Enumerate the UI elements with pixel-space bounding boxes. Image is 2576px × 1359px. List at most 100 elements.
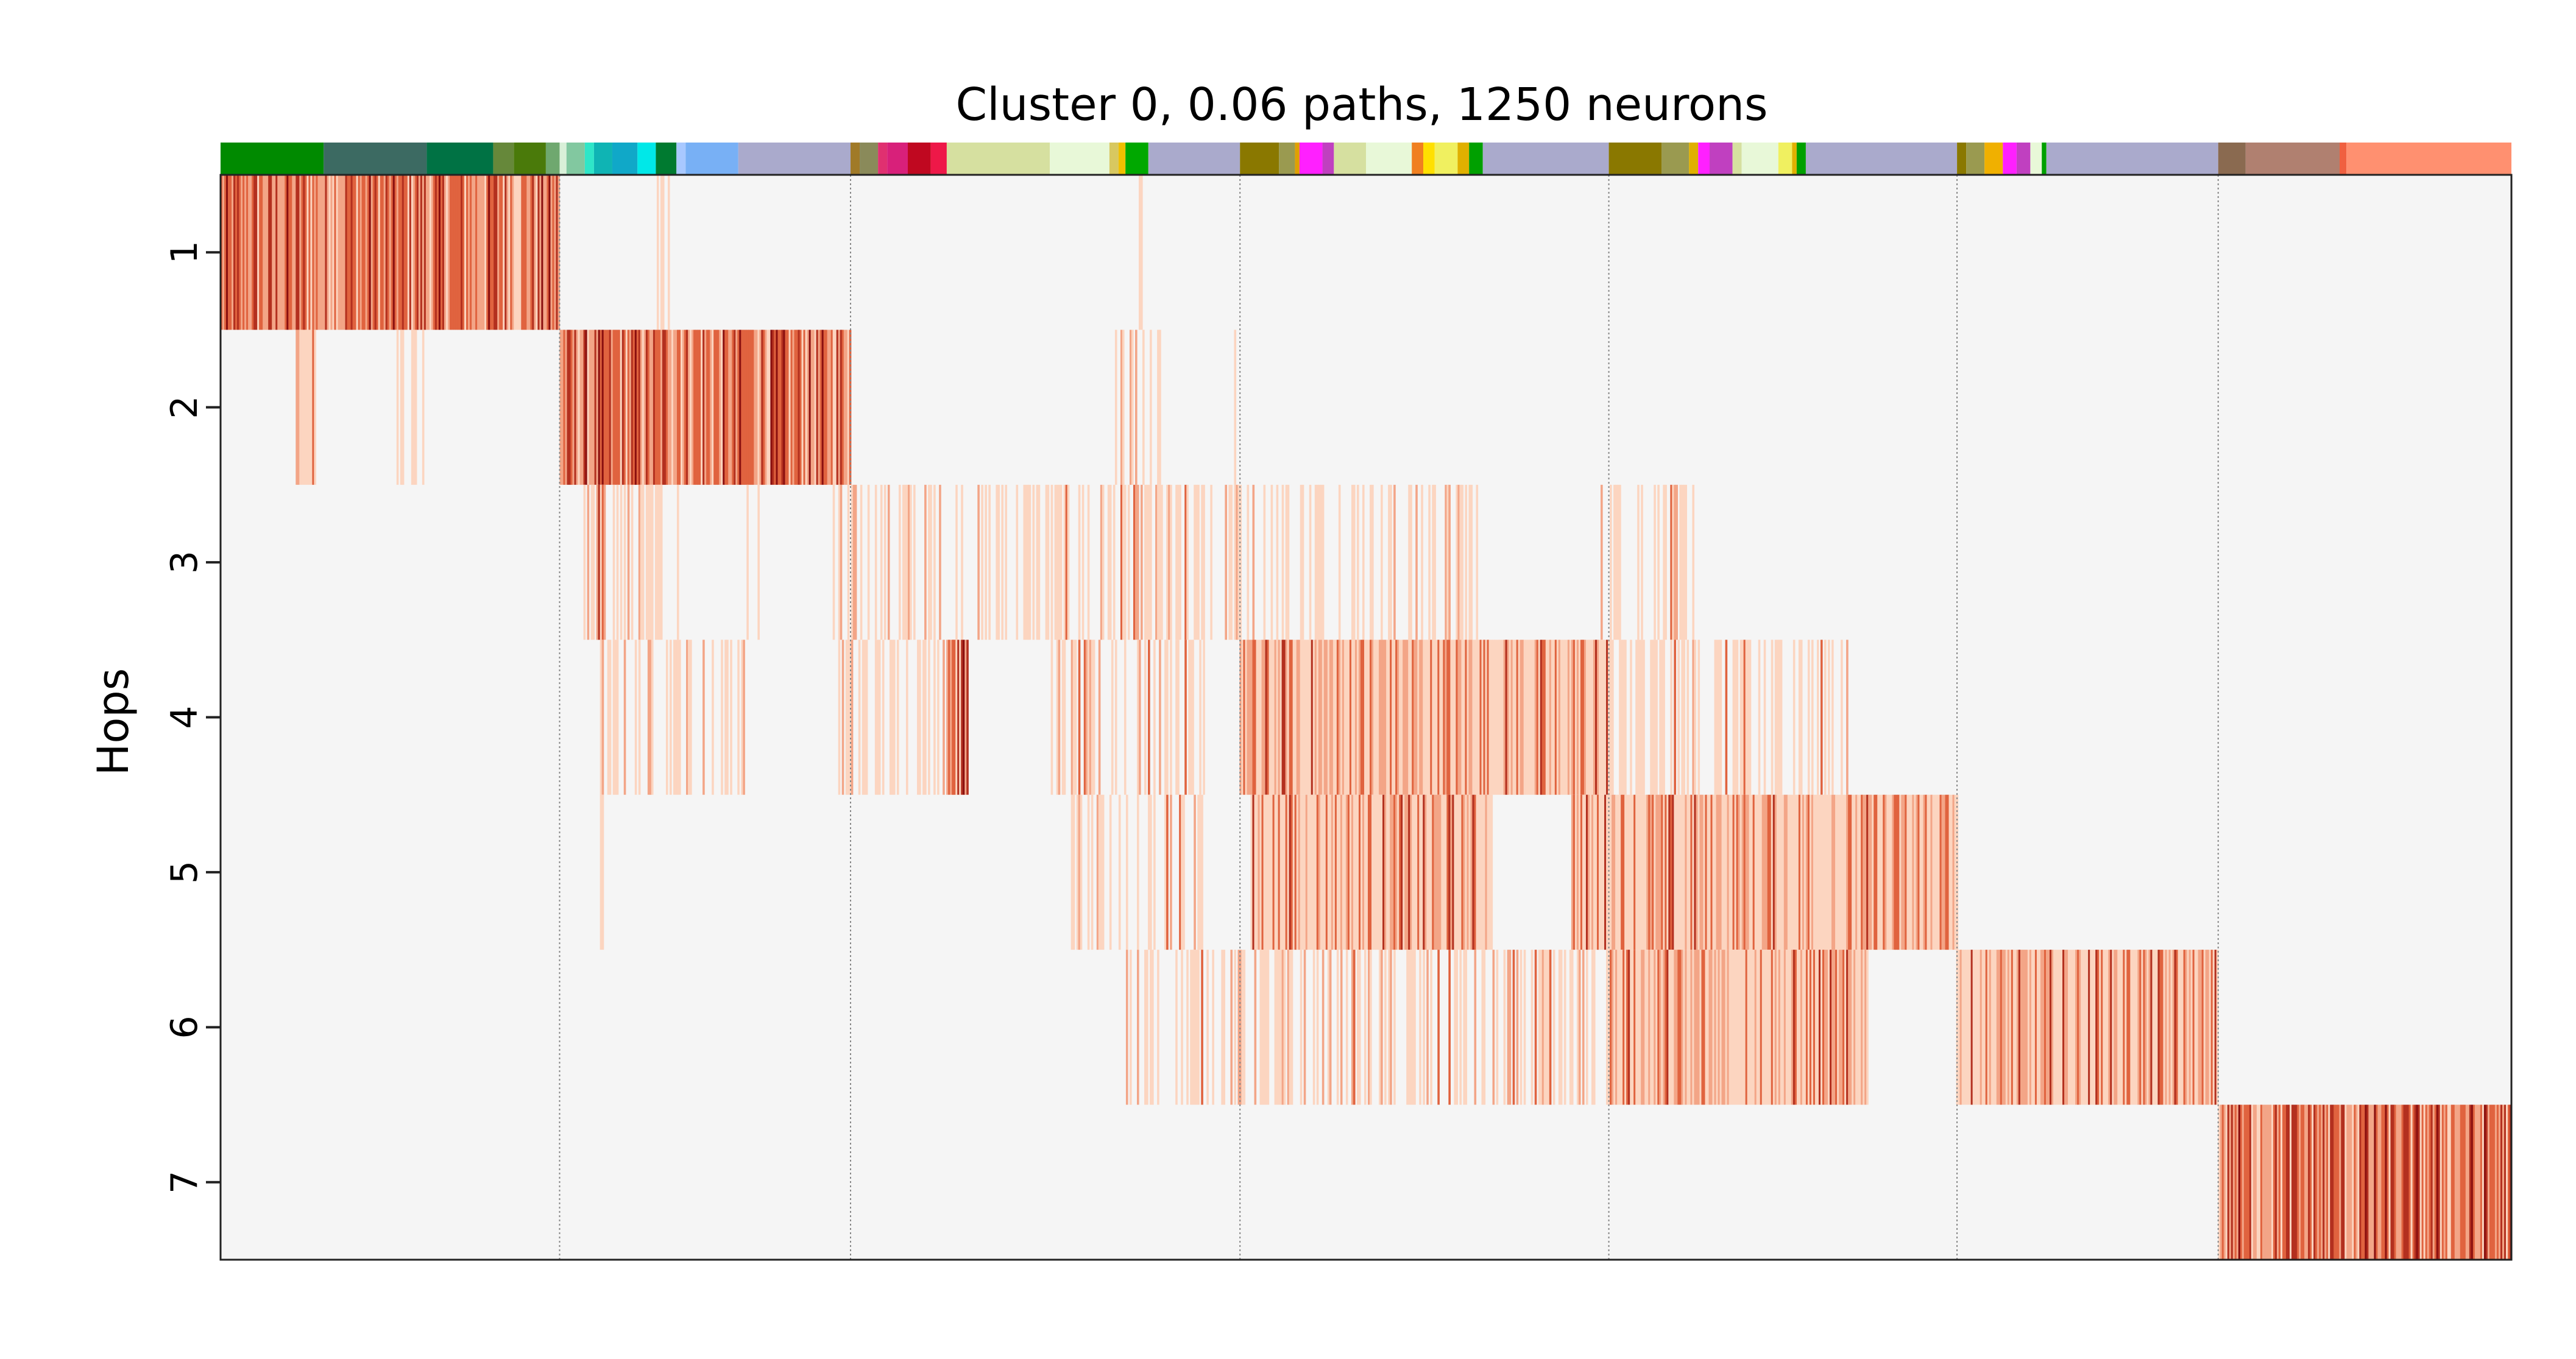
heatmap-cell [1351,794,1354,950]
heatmap-cell [1532,640,1535,795]
heatmap-cell [495,175,498,330]
heatmap-cell [1769,794,1772,950]
heatmap-cell [1591,640,1594,795]
heatmap-cell [952,640,954,795]
heatmap-cell [1230,484,1233,640]
heatmap-cell [981,484,983,640]
heatmap-cell [1331,794,1334,950]
heatmap-cell [1657,794,1660,950]
heatmap-cell [1655,794,1658,950]
heatmap-cell [1937,794,1941,950]
heatmap-cell [1998,950,2001,1105]
heatmap-cell [1683,484,1685,640]
heatmap-cell [1332,640,1336,795]
heatmap-cell [2045,950,2048,1105]
heatmap-cell [1179,794,1181,950]
heatmap-cell [2410,1104,2413,1260]
heatmap-cell [2430,1104,2433,1260]
heatmap-cell [1805,950,1808,1105]
heatmap-cell [1852,950,1854,1105]
heatmap-cell [1430,640,1432,795]
heatmap-cell [1065,484,1068,640]
heatmap-cell [1774,950,1777,1105]
color-bar-segment [1732,143,1742,174]
heatmap-cell [1457,484,1460,640]
heatmap-cell [1056,484,1059,640]
heatmap-cell [1621,794,1623,950]
heatmap-cell [327,175,330,330]
heatmap-cell [805,330,808,485]
heatmap-cell [2145,950,2148,1105]
heatmap-cell [1630,640,1632,795]
heatmap-cell [1718,950,1721,1105]
heatmap-cell [765,330,767,485]
heatmap-cell [603,330,606,485]
heatmap-cell [1635,640,1638,795]
heatmap-cell [1523,950,1526,1105]
heatmap-cell [612,330,615,485]
heatmap-cell [1146,950,1148,1105]
heatmap-cell [1377,640,1379,795]
heatmap-cell [1490,640,1493,795]
heatmap-cell [392,175,395,330]
heatmap-cell [350,175,353,330]
heatmap-cell [230,175,232,330]
heatmap-cell [1613,794,1616,950]
heatmap-cell [605,330,608,485]
heatmap-cell [552,175,555,330]
heatmap-cell [766,330,769,485]
heatmap-cell [686,330,688,485]
heatmap-cell [1615,794,1618,950]
heatmap-cell [1415,794,1418,950]
heatmap-cell [1585,794,1588,950]
heatmap-cell [1028,484,1031,640]
color-bar-segment [851,143,860,174]
heatmap-cell [649,640,652,795]
heatmap-cell [2258,1104,2261,1260]
heatmap-cell [1844,794,1847,950]
heatmap-cell [887,484,890,640]
heatmap-cell [2243,1104,2246,1260]
heatmap-cell [2055,950,2058,1105]
heatmap-cell [2097,950,2100,1105]
heatmap-cell [1637,950,1640,1105]
heatmap-cell [1290,640,1293,795]
heatmap-cell [334,175,337,330]
heatmap-cell [319,175,322,330]
color-bar-segment [1984,143,2003,174]
heatmap-cell [1578,640,1581,795]
heatmap-cell [1285,640,1288,795]
heatmap-cell [261,175,263,330]
heatmap-cell [1703,950,1706,1105]
heatmap-cell [241,175,243,330]
heatmap-cell [2463,1104,2466,1260]
heatmap-cell [295,175,298,330]
heatmap-cell [1818,950,1821,1105]
heatmap-cell [1456,484,1458,640]
heatmap-cell [1435,640,1438,795]
heatmap-cell [959,640,961,795]
heatmap-cell [1072,794,1075,950]
heatmap-cell [1534,950,1537,1105]
heatmap-cell [702,330,705,485]
heatmap-cell [1552,640,1555,795]
heatmap-cell [1261,794,1264,950]
heatmap-cell [2454,1104,2457,1260]
heatmap-cell [838,330,841,485]
color-bar-segment [2346,143,2511,174]
heatmap-cell [832,330,835,485]
heatmap-cell [1102,794,1105,950]
heatmap-cell [654,330,657,485]
heatmap-cell [1756,794,1759,950]
heatmap-cell [2425,1104,2428,1260]
heatmap-cell [1694,950,1697,1105]
heatmap-cell [2053,950,2056,1105]
heatmap-cell [1265,640,1268,795]
heatmap-cell [1285,794,1288,950]
heatmap-cell [1582,950,1585,1105]
heatmap-cell [1571,950,1574,1105]
heatmap-cell [1563,640,1566,795]
heatmap-cell [2199,950,2203,1105]
color-bar-segment [1689,143,1699,174]
heatmap-cell [1134,330,1138,485]
